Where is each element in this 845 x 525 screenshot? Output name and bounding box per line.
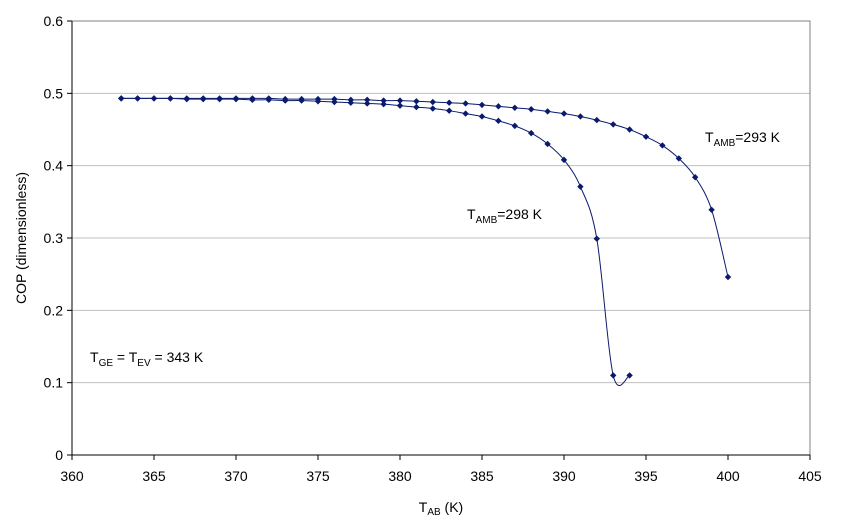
data-point-marker <box>495 117 502 125</box>
y-tick-label: 0.3 <box>44 230 64 246</box>
x-tick-label: 400 <box>716 468 740 484</box>
series-label-293: TAMB=293 K <box>705 129 781 149</box>
data-point-marker <box>462 110 469 117</box>
data-point-marker <box>183 95 190 103</box>
data-point-marker <box>610 372 617 379</box>
data-point-marker <box>232 95 240 103</box>
data-point-marker <box>511 122 518 130</box>
data-point-marker <box>314 98 322 105</box>
data-point-marker <box>560 156 568 164</box>
data-point-marker <box>364 100 371 107</box>
data-point-marker <box>478 101 486 109</box>
data-point-marker <box>167 95 174 102</box>
annot-value: = 343 K <box>151 349 204 365</box>
data-point-marker <box>577 113 584 120</box>
series-line-0 <box>121 97 729 278</box>
annot-t-ev-sub: EV <box>137 358 151 369</box>
data-point-marker <box>593 116 600 124</box>
data-point-marker <box>413 98 420 105</box>
data-point-marker <box>528 106 535 113</box>
data-point-marker <box>462 100 469 107</box>
annot-t-ge-sub: GE <box>99 358 114 369</box>
x-tick-label: 385 <box>470 468 494 484</box>
x-tick-label: 390 <box>552 468 576 484</box>
annot-t-ev-main: = T <box>113 349 138 365</box>
data-point-marker <box>544 140 551 148</box>
x-tick-label: 375 <box>306 468 330 484</box>
data-point-marker <box>626 372 633 379</box>
data-point-marker <box>150 95 158 102</box>
data-point-marker <box>413 103 420 111</box>
data-point-marker <box>544 108 551 115</box>
data-point-marker <box>249 96 256 104</box>
data-point-marker <box>118 95 125 102</box>
data-point-marker <box>134 95 141 102</box>
data-point-marker <box>708 206 715 213</box>
data-point-marker <box>396 97 404 104</box>
x-tick-label: 395 <box>634 468 658 484</box>
data-point-marker <box>380 97 387 104</box>
data-point-marker <box>642 133 650 140</box>
x-axis-title: TAB (K) <box>419 499 463 518</box>
data-point-marker <box>593 235 600 242</box>
series-label-293-suffix: =293 K <box>735 129 780 145</box>
data-point-marker <box>577 183 584 190</box>
data-point-marker <box>659 142 666 149</box>
x-axis-title-main: T <box>419 499 428 515</box>
x-tick-label: 370 <box>224 468 248 484</box>
y-tick-label: 0.2 <box>44 302 64 318</box>
data-point-marker <box>429 105 436 112</box>
data-point-marker <box>495 103 502 110</box>
x-tick-label: 360 <box>60 468 84 484</box>
data-point-marker <box>626 126 633 133</box>
data-point-marker <box>396 102 404 109</box>
data-point-marker <box>692 174 699 181</box>
y-tick-label: 0.1 <box>44 375 64 391</box>
data-point-marker <box>675 155 682 162</box>
data-point-marker <box>724 273 732 281</box>
data-point-marker <box>331 98 338 106</box>
data-point-marker <box>429 98 436 106</box>
series-label-298-main: T <box>467 206 476 222</box>
y-tick-label: 0.4 <box>44 158 64 174</box>
data-point-marker <box>446 107 453 114</box>
data-point-marker <box>380 100 387 108</box>
x-tick-label: 405 <box>798 468 822 484</box>
data-point-marker <box>560 110 568 117</box>
data-point-marker <box>478 113 486 120</box>
series-group <box>118 95 732 386</box>
series-label-293-main: T <box>705 129 714 145</box>
data-point-marker <box>298 97 305 104</box>
series-line-1 <box>121 97 630 386</box>
data-point-marker <box>528 129 535 137</box>
series-label-293-sub: AMB <box>714 138 736 149</box>
x-axis-title-suffix: (K) <box>441 499 464 515</box>
x-tick-label: 365 <box>142 468 166 484</box>
y-tick-label: 0 <box>55 447 63 463</box>
data-point-marker <box>265 96 272 104</box>
x-axis-title-sub: AB <box>427 507 441 518</box>
data-point-marker <box>347 99 354 106</box>
series-label-298-sub: AMB <box>476 215 498 226</box>
gridlines <box>72 20 810 384</box>
temperature-annotation: TGE = TEV = 343 K <box>90 349 204 369</box>
data-point-marker <box>216 95 223 103</box>
data-point-marker <box>200 95 207 103</box>
series-label-298-suffix: =298 K <box>497 206 542 222</box>
y-axis-title: COP (dimensionless) <box>13 172 29 304</box>
axis-ticks: 0 0.1 0.2 0.3 0.4 0.5 0.6 360 365 370 375 380 385 390… <box>44 13 822 484</box>
x-tick-label: 380 <box>388 468 412 484</box>
y-tick-label: 0.5 <box>44 85 64 101</box>
series-label-298: TAMB=298 K <box>467 206 543 226</box>
data-point-marker <box>610 121 617 128</box>
data-point-marker <box>446 99 453 106</box>
data-point-marker <box>511 104 518 111</box>
annot-t-ge-main: T <box>90 349 99 365</box>
data-point-marker <box>282 97 289 104</box>
y-tick-label: 0.6 <box>44 13 64 29</box>
data-point-marker <box>364 96 371 104</box>
